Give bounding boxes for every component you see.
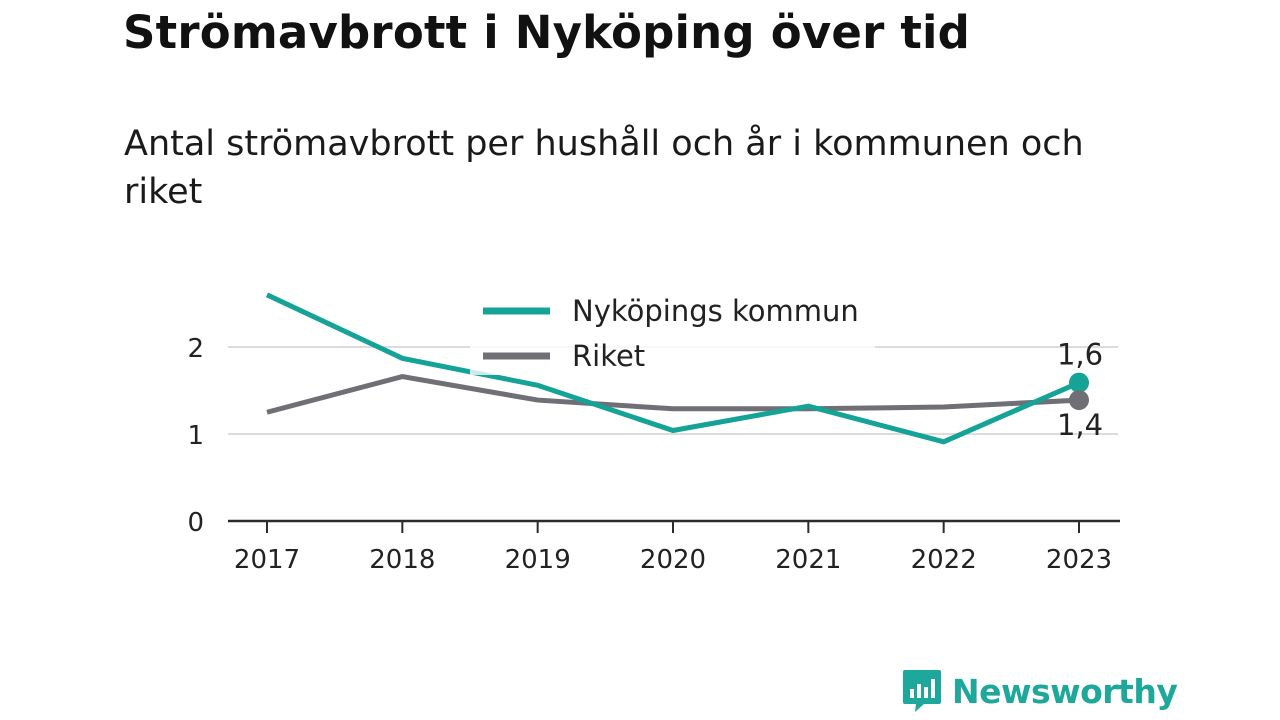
series-lines bbox=[265, 292, 1081, 445]
legend-label: Riket bbox=[572, 339, 645, 373]
y-tick-label: 0 bbox=[187, 508, 204, 538]
newsworthy-brand: Newsworthy bbox=[902, 668, 1178, 714]
x-tick-label: 2018 bbox=[369, 545, 435, 575]
x-tick-label: 2019 bbox=[505, 545, 571, 575]
end-value-label: 1,4 bbox=[1057, 408, 1103, 442]
chart-subtitle: Antal strömavbrott per hushåll och år i … bbox=[124, 124, 1084, 212]
legend: Nyköpings kommun Riket bbox=[470, 283, 875, 375]
end-labels: 1,6 1,4 bbox=[1057, 338, 1103, 442]
end-marker bbox=[1069, 372, 1089, 393]
brand-name: Newsworthy bbox=[952, 671, 1178, 711]
x-axis: 2017 2018 2019 2020 2021 2022 2023 bbox=[228, 519, 1120, 575]
x-tick-label: 2022 bbox=[911, 545, 977, 575]
legend-label: Nyköpings kommun bbox=[572, 294, 859, 328]
end-value-label: 1,6 bbox=[1057, 338, 1103, 372]
end-marker bbox=[1069, 390, 1089, 411]
series-line-nykoping bbox=[265, 292, 1081, 445]
x-tick-label: 2023 bbox=[1046, 545, 1112, 575]
chart-title: Strömavbrott i Nyköping över tid bbox=[123, 6, 971, 59]
x-tick-label: 2020 bbox=[640, 545, 706, 575]
newsworthy-logo-icon bbox=[903, 670, 941, 712]
y-tick-label: 1 bbox=[187, 421, 204, 451]
x-tick-label: 2021 bbox=[775, 545, 841, 575]
series-line-riket bbox=[266, 374, 1080, 415]
y-tick-label: 2 bbox=[187, 334, 204, 364]
legend-background bbox=[470, 283, 875, 375]
x-tick-label: 2017 bbox=[234, 545, 300, 575]
y-axis-ticks: 0 1 2 bbox=[187, 334, 204, 538]
